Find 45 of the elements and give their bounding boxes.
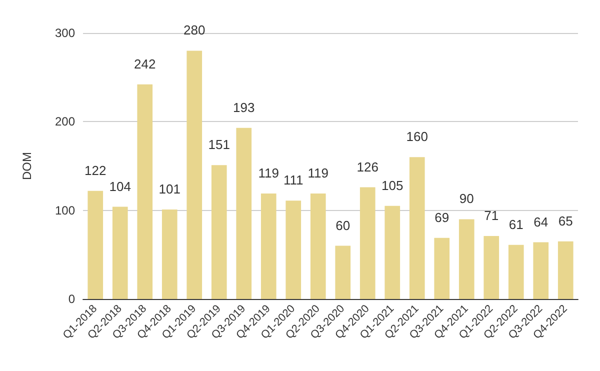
data-label: 280: [184, 22, 206, 38]
bar: [335, 246, 351, 299]
bar: [162, 209, 178, 299]
bar: [236, 128, 252, 299]
y-tick-label: 200: [54, 114, 76, 129]
bar: [434, 238, 450, 299]
data-label: 122: [84, 162, 106, 178]
data-label: 60: [336, 218, 350, 233]
bar: [286, 200, 302, 299]
bar: [484, 236, 500, 299]
bar: [360, 187, 376, 299]
bar: [88, 190, 104, 299]
bar: [409, 157, 425, 299]
y-axis-title: DOM: [20, 152, 34, 180]
bar: [211, 165, 227, 299]
data-label: 119: [258, 165, 279, 180]
data-label: 64: [534, 214, 548, 230]
data-label: 105: [382, 178, 404, 193]
data-label: 90: [459, 191, 474, 206]
bar: [458, 219, 474, 299]
y-tick-label: 100: [54, 203, 76, 218]
y-tick-label: 0: [68, 292, 76, 306]
y-tick-label: 300: [54, 26, 76, 40]
bar: [137, 84, 153, 299]
data-label: 101: [158, 181, 180, 196]
data-label: 71: [484, 208, 499, 224]
data-label: 160: [406, 129, 428, 144]
data-label: 61: [508, 216, 524, 232]
data-label: 69: [434, 210, 450, 225]
bar: [533, 242, 549, 299]
data-label: 193: [233, 100, 255, 115]
bar: [558, 241, 574, 299]
bar: [508, 244, 524, 299]
data-label: 126: [356, 159, 378, 174]
data-label: 242: [134, 56, 156, 72]
bar: [112, 206, 128, 299]
data-label: 104: [109, 178, 131, 194]
bar: [384, 206, 400, 299]
data-label: 151: [208, 137, 230, 152]
bar: [260, 193, 276, 299]
bar: [186, 50, 202, 299]
data-label: 119: [308, 165, 328, 180]
data-label: 111: [283, 172, 304, 188]
bar: [310, 193, 326, 299]
data-label: 65: [558, 213, 573, 228]
